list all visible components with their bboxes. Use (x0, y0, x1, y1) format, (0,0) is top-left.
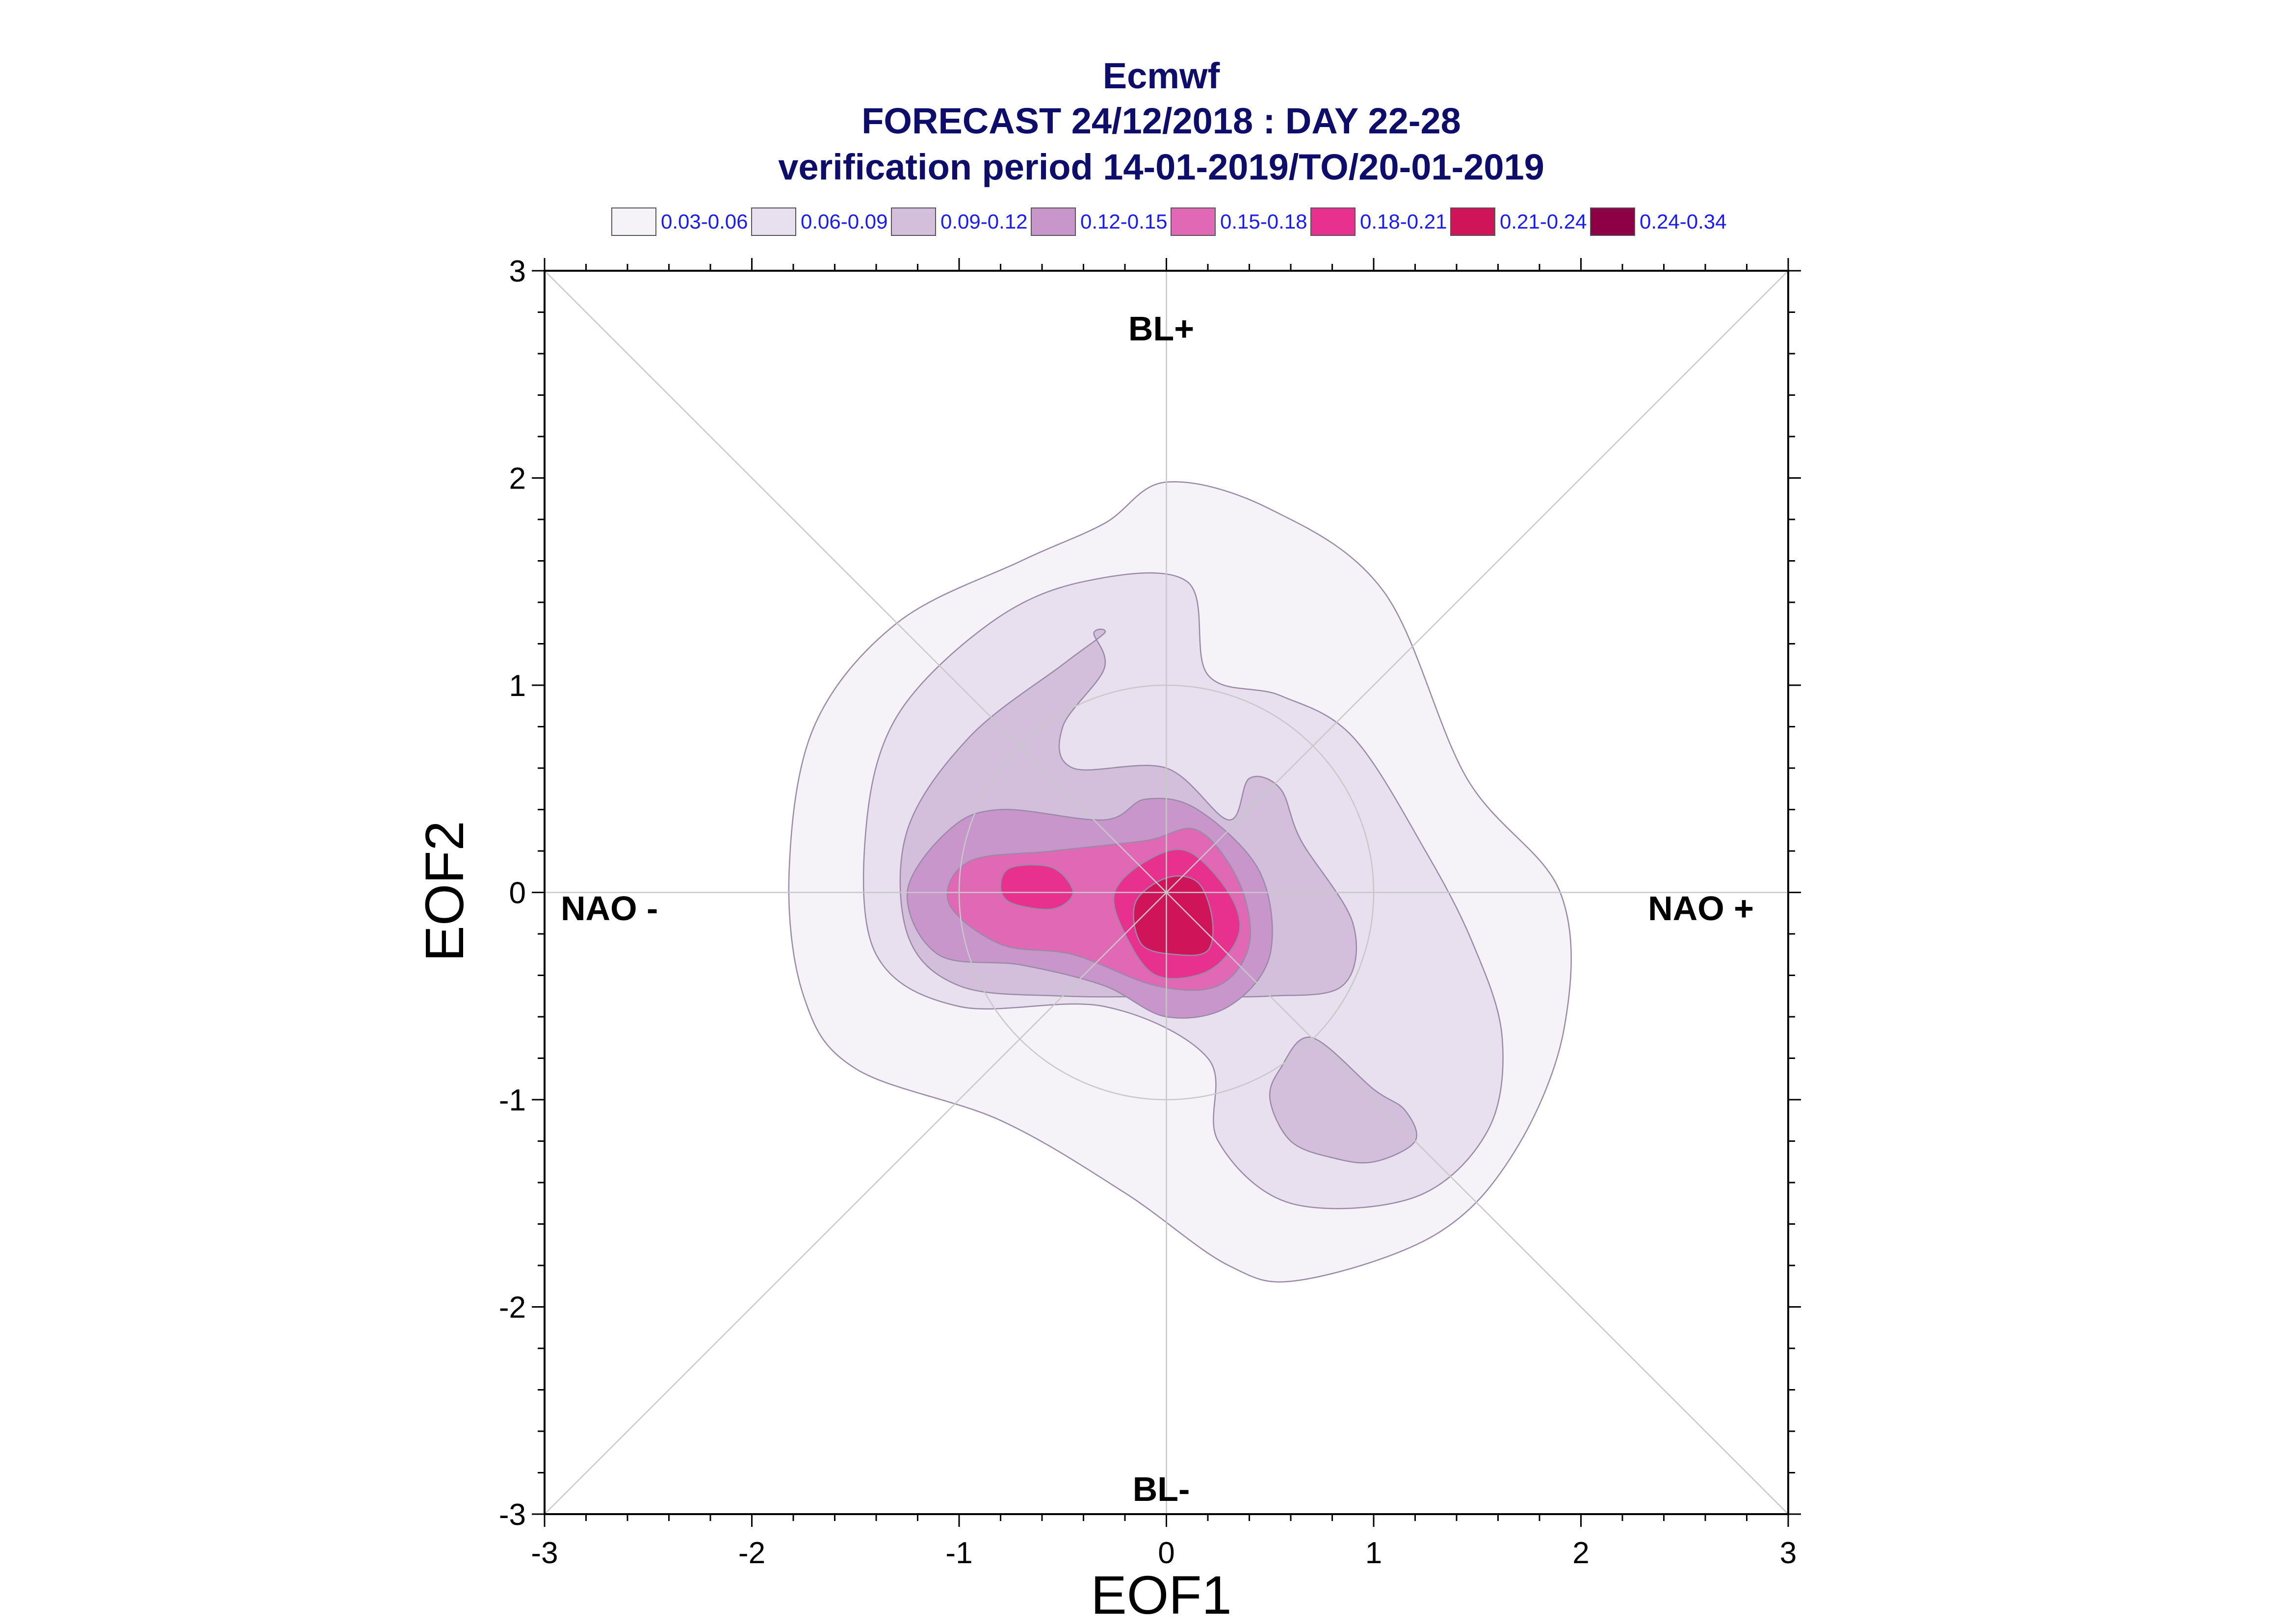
y-tick-label: -1 (499, 1083, 526, 1117)
x-tick-label: -3 (531, 1536, 558, 1570)
regime-label-nao-minus: NAO - (561, 889, 658, 928)
legend-swatch (611, 207, 656, 236)
legend-label: 0.18-0.21 (1360, 210, 1447, 233)
x-axis-title: EOF1 (1091, 1565, 1231, 1624)
y-tick-label: 3 (509, 255, 526, 288)
contour-region (1000, 864, 1074, 910)
chart-subtitle-forecast: FORECAST 24/12/2018 : DAY 22-28 (861, 101, 1461, 141)
y-tick-label: -2 (499, 1291, 526, 1325)
legend-swatch (891, 207, 936, 236)
legend-swatch (1310, 207, 1356, 236)
legend-label: 0.21-0.24 (1500, 210, 1587, 233)
legend-swatch (1450, 207, 1495, 236)
x-tick-label: 2 (1572, 1536, 1589, 1570)
guide-lines (544, 270, 1789, 1515)
legend-label: 0.03-0.06 (661, 210, 748, 233)
legend-swatch (1590, 207, 1635, 236)
chart-title: Ecmwf (1103, 55, 1220, 96)
contour-region (1269, 1036, 1417, 1164)
legend: 0.03-0.06 0.06-0.09 0.09-0.12 0.12-0.15 0.15… (611, 207, 1726, 236)
chart-subtitle-verification: verification period 14-01-2019/TO/20-01-… (778, 147, 1544, 187)
y-tick-label: 0 (509, 876, 526, 910)
legend-label: 0.24-0.34 (1640, 210, 1726, 233)
y-axis-title: EOF2 (415, 821, 475, 961)
y-tick-label: -3 (499, 1498, 526, 1532)
x-tick-label: 0 (1158, 1536, 1174, 1570)
y-tick-label: 2 (509, 462, 526, 496)
legend-label: 0.06-0.09 (801, 210, 887, 233)
x-tick-label: 1 (1365, 1536, 1382, 1570)
legend-label: 0.15-0.18 (1220, 210, 1307, 233)
regime-label-nao-plus: NAO + (1648, 889, 1754, 928)
regime-label-bl-plus: BL+ (1128, 309, 1194, 348)
legend-swatch (1031, 207, 1076, 236)
legend-swatch (751, 207, 796, 236)
density-contours (788, 481, 1572, 1283)
axis-ticks: -3 -2 -1 0 1 2 3 3 2 1 0 -1 -2 -3 (499, 255, 1801, 1570)
legend-label: 0.12-0.15 (1080, 210, 1167, 233)
regime-label-bl-minus: BL- (1133, 1470, 1190, 1508)
y-tick-label: 1 (509, 669, 526, 703)
reference-circle (958, 684, 1375, 1101)
x-tick-label: -1 (945, 1536, 972, 1570)
contour-region (1133, 875, 1214, 956)
x-tick-label: 3 (1780, 1536, 1797, 1570)
legend-swatch (1171, 207, 1216, 236)
x-tick-label: -2 (738, 1536, 765, 1570)
legend-label: 0.09-0.12 (940, 210, 1027, 233)
